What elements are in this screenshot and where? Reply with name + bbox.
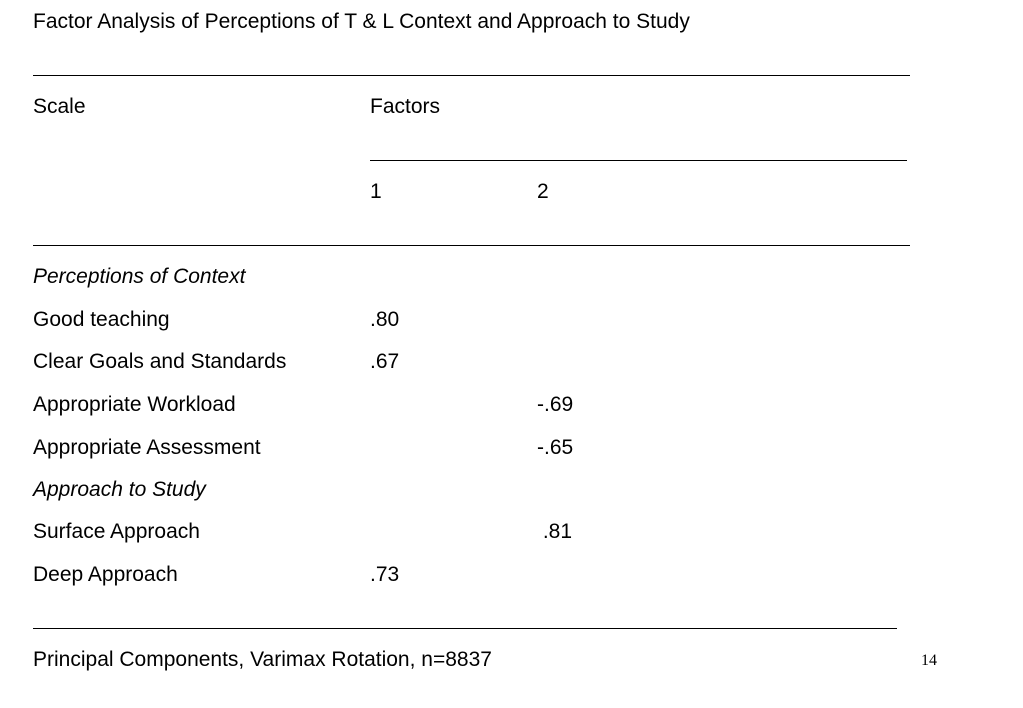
row-factor-2-value: -.65 [537,436,574,459]
row-label: Good teaching [33,308,170,331]
row-label: Deep Approach [33,563,178,586]
row-factor-1-value: .73 [370,563,400,586]
row-label: Clear Goals and Standards [33,350,287,373]
row-factor-1-value: .67 [370,350,400,373]
factor-column-2: 2 [537,180,549,203]
section-label: Approach to Study [33,478,206,501]
header-rule [33,245,910,246]
factor-column-1: 1 [370,180,382,203]
top-rule [33,75,910,76]
scale-header: Scale [33,95,86,118]
row-factor-2-value: .81 [537,520,573,543]
factors-header: Factors [370,95,441,118]
row-factor-1-value: .80 [370,308,400,331]
row-label: Surface Approach [33,520,200,543]
footnote: Principal Components, Varimax Rotation, … [33,648,492,671]
row-factor-2-value: -.69 [537,393,574,416]
page-title: Factor Analysis of Perceptions of T & L … [33,10,690,33]
factors-rule [370,160,907,161]
row-label: Appropriate Assessment [33,436,261,459]
section-label: Perceptions of Context [33,265,246,288]
bottom-rule [33,628,897,629]
slide-number: 14 [921,652,937,669]
row-label: Appropriate Workload [33,393,236,416]
